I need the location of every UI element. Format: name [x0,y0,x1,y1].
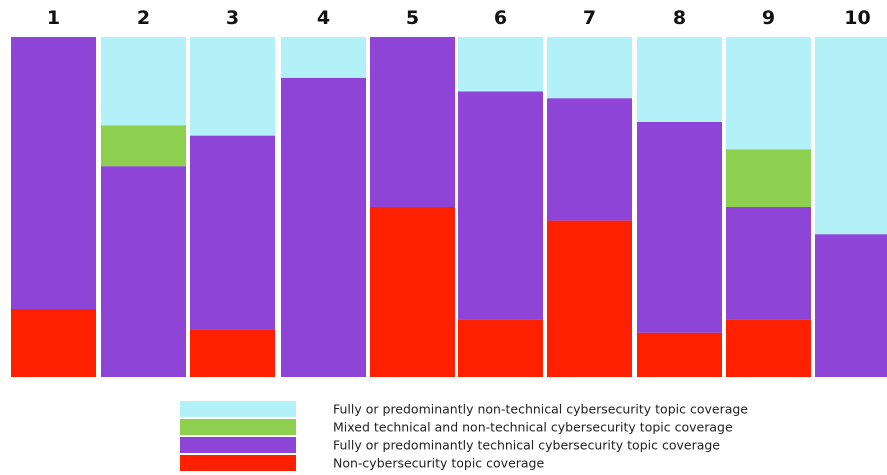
bar-segment-col1-series0 [11,309,96,377]
bar-segment-col6-series3 [458,37,543,92]
bar-segment-col6-series1 [458,91,543,320]
bar-segment-col2-series1 [101,166,186,377]
bar-segment-col7-series3 [547,37,632,99]
column-label-6: 6 [494,7,507,29]
column-label-10: 10 [844,7,870,29]
bar-segment-col3-series1 [190,135,275,330]
bar-segment-col9-series2 [726,149,811,207]
bar-segment-col2-series2 [101,125,186,167]
column-label-2: 2 [137,7,150,29]
bar-segment-col4-series3 [281,37,366,78]
legend-label-3: Fully or predominantly non-technical cyb… [333,402,748,417]
column-label-4: 4 [317,7,330,29]
column-labels: 1 2 3 4 5 6 7 8 9 10 [47,7,871,29]
bar-segment-col10-series3 [815,37,887,235]
bar-segment-col8-series0 [637,332,722,377]
legend: Fully or predominantly non-technical cyb… [180,401,748,471]
bar-segment-col7-series0 [547,220,632,377]
column-label-8: 8 [673,7,686,29]
bar-segment-col3-series0 [190,329,275,377]
bar-segment-col10-series1 [815,234,887,377]
bar-segment-col9-series0 [726,319,811,377]
bar-segment-col2-series3 [101,37,186,126]
legend-label-1: Fully or predominantly technical cyberse… [333,438,720,453]
column-label-7: 7 [583,7,596,29]
bar-segment-col5-series0 [370,207,455,377]
column-label-5: 5 [406,7,419,29]
column-label-9: 9 [762,7,775,29]
bar-segment-col8-series3 [637,37,722,122]
bar-segment-col1-series1 [11,37,96,309]
bar-segment-col6-series0 [458,319,543,377]
column-label-3: 3 [226,7,239,29]
bar-segment-col3-series3 [190,37,275,136]
legend-swatch-0 [180,455,296,471]
bars [11,37,887,378]
legend-swatch-2 [180,419,296,435]
bar-segment-col4-series1 [281,77,366,378]
column-label-1: 1 [47,7,60,29]
legend-swatch-1 [180,437,296,453]
bar-segment-col7-series1 [547,98,632,221]
bar-segment-col8-series1 [637,122,722,333]
bar-segment-col9-series3 [726,37,811,150]
bar-segment-col9-series1 [726,207,811,320]
bar-segment-col5-series1 [370,37,455,207]
legend-label-2: Mixed technical and non-technical cybers… [333,420,733,435]
legend-swatch-3 [180,401,296,417]
legend-label-0: Non-cybersecurity topic coverage [333,456,544,471]
